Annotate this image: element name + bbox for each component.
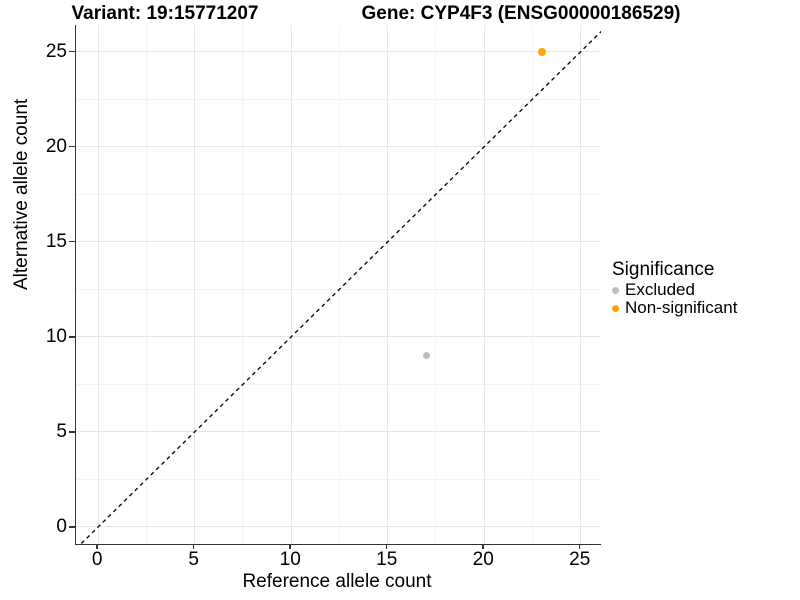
major-gridline-vertical [580, 25, 582, 544]
data-point-non-significant [538, 47, 547, 56]
plot-panel [75, 25, 601, 545]
plot-title-variant: Variant: 19:15771207 [71, 3, 259, 24]
data-point-excluded [422, 352, 430, 360]
y-axis-tick [69, 240, 75, 243]
legend-label: Non-significant [625, 298, 738, 317]
x-axis-title: Reference allele count [242, 571, 432, 592]
y-tick-label: 20 [45, 135, 67, 157]
minor-gridline-vertical [145, 25, 147, 544]
y-tick-label: 25 [45, 40, 67, 62]
minor-gridline-horizontal [76, 383, 601, 385]
x-axis-tick [289, 544, 291, 549]
y-tick-label: 10 [45, 325, 67, 347]
minor-gridline-vertical [435, 25, 437, 544]
x-axis-tick [96, 544, 98, 549]
x-tick-label: 20 [472, 549, 494, 570]
major-gridline-vertical [97, 25, 99, 544]
minor-gridline-horizontal [76, 288, 601, 290]
y-axis-tick [69, 431, 75, 433]
major-gridline-horizontal [76, 241, 601, 243]
y-tick-label: 15 [45, 230, 67, 252]
y-axis-tick [69, 526, 75, 528]
minor-gridline-horizontal [76, 193, 601, 195]
x-tick-label: 15 [376, 549, 398, 570]
legend-label: Excluded [625, 280, 695, 299]
legend-item-non-significant: Non-significant [612, 298, 798, 317]
x-tick-label: 25 [569, 549, 591, 570]
x-tick-label: 5 [188, 549, 199, 570]
y-axis-tick [69, 145, 75, 148]
minor-gridline-vertical [531, 25, 533, 544]
major-gridline-horizontal [76, 51, 601, 53]
legend-items: Excluded Non-significant [612, 280, 798, 317]
x-axis-tick [192, 544, 195, 549]
minor-gridline-vertical [242, 25, 244, 544]
legend-dot-non-significant [612, 304, 619, 312]
x-tick-label: 0 [91, 549, 103, 570]
legend: Significance Excluded Non-significant [612, 258, 798, 317]
minor-gridline-vertical [338, 25, 340, 544]
y-tick-label: 5 [56, 420, 67, 442]
major-gridline-horizontal [76, 336, 601, 338]
legend-dot-excluded [612, 286, 619, 294]
major-gridline-vertical [290, 25, 292, 544]
major-gridline-vertical [483, 25, 485, 544]
x-axis-tick [578, 544, 581, 549]
x-axis-tick [385, 544, 388, 549]
legend-item-excluded: Excluded [612, 280, 798, 299]
major-gridline-vertical [387, 25, 389, 544]
minor-gridline-horizontal [76, 478, 601, 480]
plot-title-gene: Gene: CYP4F3 (ENSG00000186529) [361, 3, 681, 24]
x-axis-tick [482, 544, 484, 549]
y-axis-tick [69, 336, 75, 338]
major-gridline-vertical [194, 25, 196, 544]
x-tick-label: 10 [279, 549, 301, 570]
legend-title: Significance [612, 259, 715, 280]
major-gridline-horizontal [76, 526, 601, 528]
y-tick-label: 0 [56, 515, 67, 537]
major-gridline-horizontal [76, 146, 601, 148]
major-gridline-horizontal [76, 431, 601, 433]
minor-gridline-horizontal [76, 98, 601, 100]
identity-line [79, 30, 601, 544]
y-axis-tick [69, 50, 75, 53]
